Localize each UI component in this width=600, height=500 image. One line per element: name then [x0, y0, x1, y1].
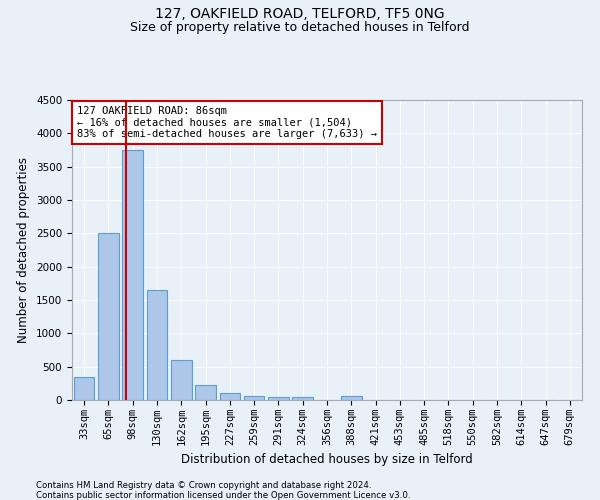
Bar	[220, 394, 240, 400]
Bar	[146, 290, 167, 400]
Text: Contains public sector information licensed under the Open Government Licence v3: Contains public sector information licen…	[36, 491, 410, 500]
Text: Size of property relative to detached houses in Telford: Size of property relative to detached ho…	[130, 21, 470, 34]
Bar	[171, 360, 191, 400]
Bar	[74, 376, 94, 400]
Text: Contains HM Land Registry data © Crown copyright and database right 2024.: Contains HM Land Registry data © Crown c…	[36, 481, 371, 490]
Bar	[244, 396, 265, 400]
Bar	[341, 396, 362, 400]
Text: 127, OAKFIELD ROAD, TELFORD, TF5 0NG: 127, OAKFIELD ROAD, TELFORD, TF5 0NG	[155, 8, 445, 22]
Text: 127 OAKFIELD ROAD: 86sqm
← 16% of detached houses are smaller (1,504)
83% of sem: 127 OAKFIELD ROAD: 86sqm ← 16% of detach…	[77, 106, 377, 139]
Bar	[268, 398, 289, 400]
Bar	[195, 385, 216, 400]
Bar	[98, 234, 119, 400]
Bar	[292, 398, 313, 400]
Bar	[122, 150, 143, 400]
Y-axis label: Number of detached properties: Number of detached properties	[17, 157, 31, 343]
Text: Distribution of detached houses by size in Telford: Distribution of detached houses by size …	[181, 452, 473, 466]
